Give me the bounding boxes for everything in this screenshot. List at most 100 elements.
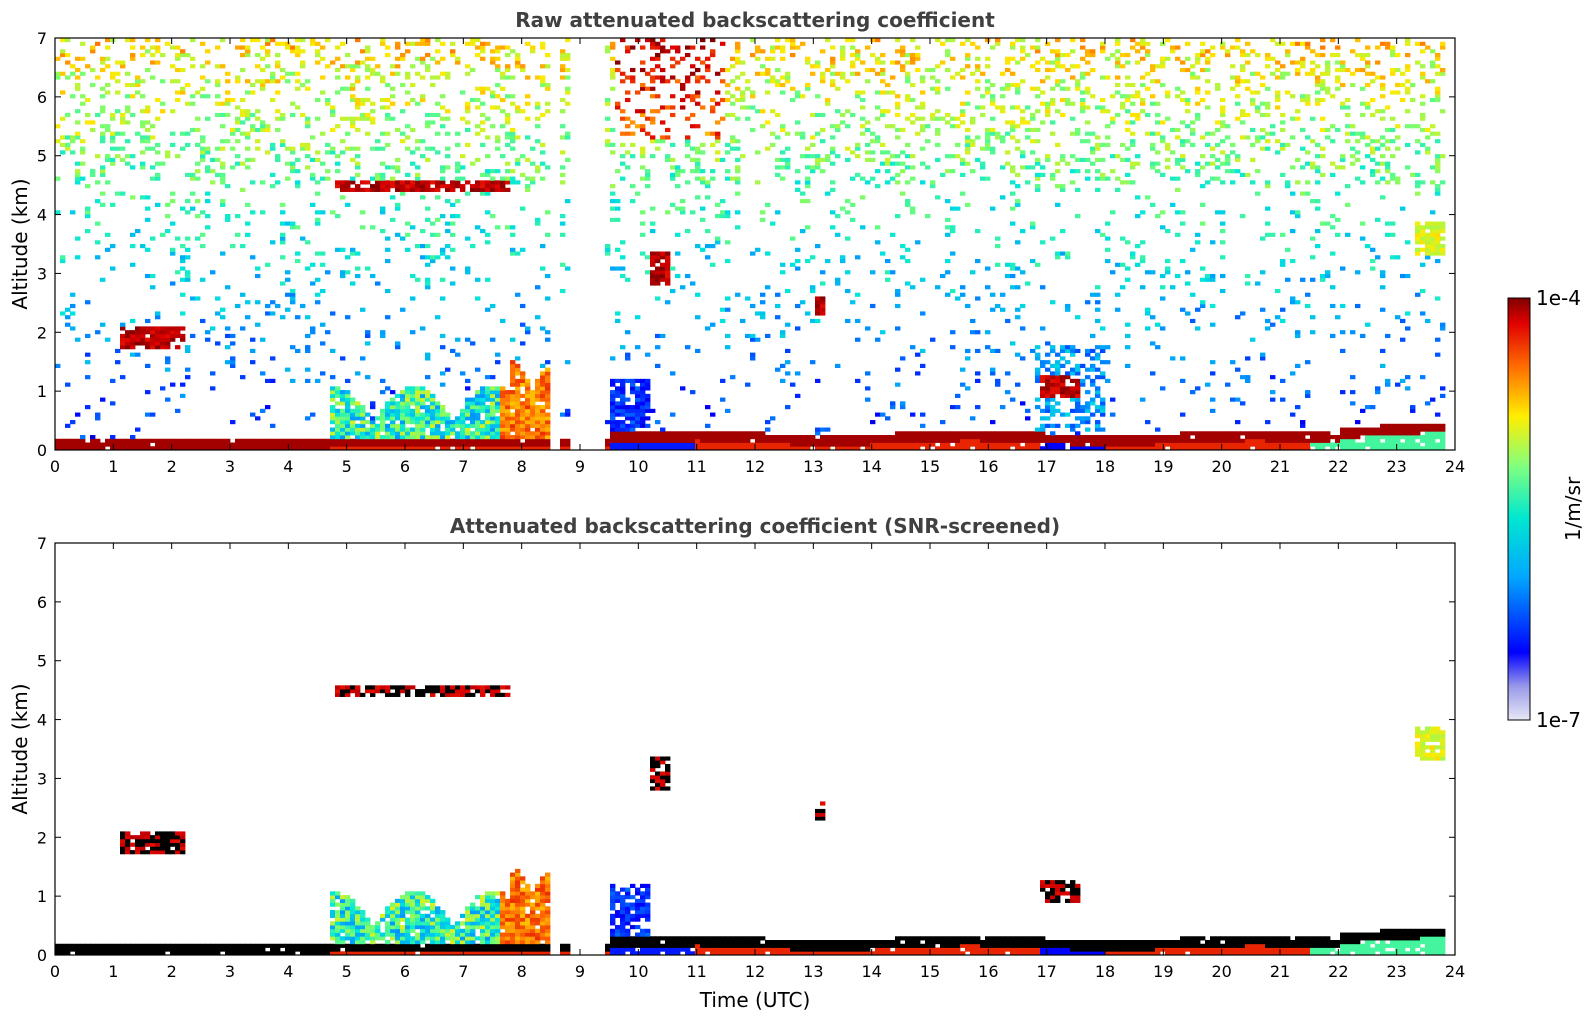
heatmap-cell <box>465 386 471 391</box>
heatmap-cell <box>930 431 936 436</box>
heatmap-cell <box>935 142 941 148</box>
heatmap-cell <box>1055 401 1061 406</box>
heatmap-cell <box>1050 120 1056 125</box>
heatmap-cell <box>985 330 991 335</box>
heatmap-cell <box>725 258 731 264</box>
heatmap-cell <box>1180 378 1186 383</box>
heatmap-cell <box>285 292 291 297</box>
heatmap-cell <box>1080 90 1086 95</box>
heatmap-cell <box>725 176 731 181</box>
heatmap-cell <box>960 161 966 166</box>
heatmap-cell <box>115 60 121 65</box>
heatmap-cell <box>1080 38 1086 43</box>
heatmap-cell <box>1265 420 1271 425</box>
heatmap-cell <box>485 386 491 391</box>
heatmap-cell <box>1080 420 1086 425</box>
heatmap-cell <box>610 405 616 410</box>
heatmap-cell <box>360 442 366 447</box>
heatmap-cell <box>425 446 431 450</box>
heatmap-cell <box>340 390 346 395</box>
heatmap-cell <box>680 199 686 204</box>
heatmap-cell <box>1080 435 1086 440</box>
heatmap-cell <box>980 431 986 436</box>
heatmap-cell <box>415 427 421 432</box>
heatmap-cell <box>1255 431 1261 436</box>
heatmap-cell <box>330 375 336 380</box>
heatmap-cell <box>1195 435 1201 440</box>
heatmap-cell <box>410 180 416 185</box>
heatmap-cell <box>375 146 381 151</box>
heatmap-cell <box>1050 131 1056 136</box>
heatmap-cell <box>510 423 516 428</box>
heatmap-cell <box>400 420 406 425</box>
heatmap-cell <box>430 446 436 450</box>
heatmap-cell <box>155 341 161 346</box>
heatmap-cell <box>1070 423 1076 428</box>
heatmap-cell <box>605 420 611 425</box>
heatmap-cell <box>1005 120 1011 125</box>
heatmap-cell <box>185 131 191 136</box>
heatmap-cell <box>340 423 346 428</box>
heatmap-cell <box>515 56 521 61</box>
heatmap-cell <box>1240 446 1246 450</box>
heatmap-cell <box>855 90 861 95</box>
heatmap-cell <box>675 442 681 447</box>
heatmap-cell <box>480 41 486 46</box>
heatmap-cell <box>505 431 511 436</box>
heatmap-cell <box>670 172 676 177</box>
heatmap-cell <box>540 41 546 46</box>
heatmap-cell <box>110 75 116 80</box>
heatmap-cell <box>65 60 71 65</box>
heatmap-cell <box>485 240 491 245</box>
heatmap-cell <box>450 423 456 428</box>
heatmap-cell <box>1040 363 1046 368</box>
heatmap-cell <box>350 281 356 286</box>
heatmap-cell <box>100 322 106 327</box>
heatmap-cell <box>330 427 336 432</box>
heatmap-cell <box>405 393 411 398</box>
heatmap-cell <box>455 165 461 170</box>
heatmap-cell <box>525 446 531 450</box>
heatmap-cell <box>510 435 516 440</box>
heatmap-cell <box>1150 161 1156 166</box>
heatmap-cell <box>385 416 391 421</box>
heatmap-cell <box>985 38 991 43</box>
heatmap-cell <box>525 420 531 425</box>
heatmap-cell <box>865 127 871 133</box>
heatmap-cell <box>145 326 151 331</box>
heatmap-cell <box>150 60 156 65</box>
heatmap-cell <box>425 356 431 361</box>
heatmap-cell <box>985 90 991 95</box>
heatmap-cell <box>515 180 521 185</box>
heatmap-cell <box>640 420 646 425</box>
heatmap-cell <box>335 75 341 80</box>
heatmap-cell <box>1050 442 1056 447</box>
heatmap-cell <box>255 446 261 450</box>
heatmap-cell <box>410 431 416 436</box>
heatmap-cell <box>675 206 681 211</box>
heatmap-cell <box>1035 139 1041 144</box>
heatmap-cell <box>1180 435 1186 440</box>
heatmap-cell <box>145 49 151 54</box>
heatmap-cell <box>1105 438 1111 443</box>
heatmap-cell <box>100 131 106 136</box>
heatmap-cell <box>835 71 841 76</box>
heatmap-cell <box>330 60 336 65</box>
heatmap-cell <box>235 232 241 237</box>
heatmap-cell <box>495 139 501 144</box>
heatmap-cell <box>465 401 471 406</box>
heatmap-cell <box>500 393 506 398</box>
heatmap-cell <box>660 255 666 260</box>
heatmap-cell <box>735 431 741 436</box>
heatmap-cell <box>400 435 406 440</box>
heatmap-cell <box>990 127 996 133</box>
heatmap-cell <box>675 232 681 237</box>
heatmap-cell <box>625 416 631 421</box>
heatmap-cell <box>420 244 426 249</box>
heatmap-cell <box>810 285 816 290</box>
heatmap-cell <box>430 408 436 413</box>
heatmap-cell <box>1090 401 1096 406</box>
heatmap-cell <box>420 442 426 447</box>
heatmap-cell <box>845 438 851 443</box>
heatmap-cell <box>805 446 811 450</box>
